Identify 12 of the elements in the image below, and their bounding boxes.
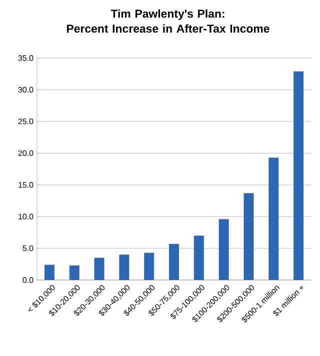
- bar: [69, 265, 80, 280]
- bar: [194, 236, 204, 280]
- bar: [144, 252, 154, 280]
- bar: [119, 254, 130, 280]
- bar: [94, 258, 104, 280]
- bar: [268, 158, 279, 280]
- bar: [169, 244, 179, 280]
- bar: [244, 193, 254, 280]
- chart-title: Tim Pawlenty's Plan: Percent Increase in After-Tax Income: [66, 9, 270, 33]
- bar: [218, 219, 229, 280]
- bar: [294, 71, 304, 280]
- bar: [44, 264, 54, 280]
